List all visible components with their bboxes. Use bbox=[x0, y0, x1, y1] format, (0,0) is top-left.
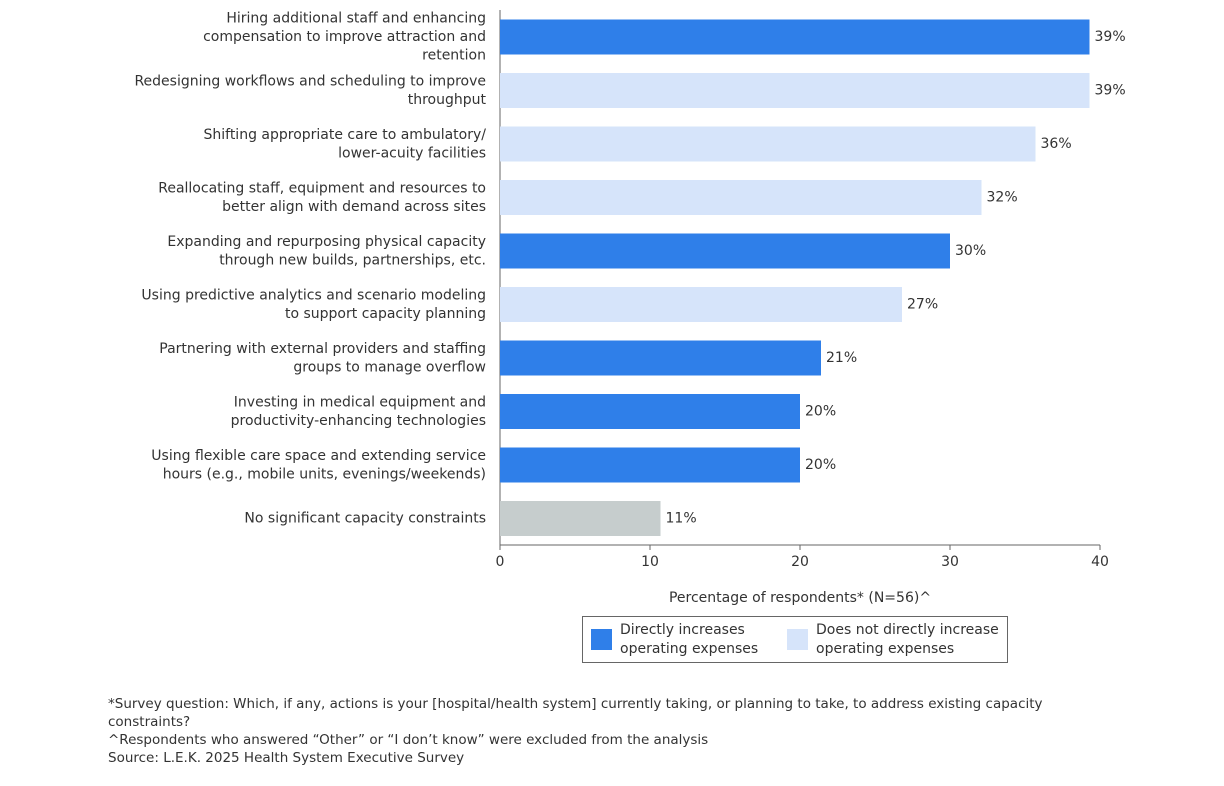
category-label-line: Reallocating staff, equipment and resour… bbox=[158, 180, 486, 196]
category-label-line: compensation to improve attraction and bbox=[203, 29, 486, 45]
x-tick-label: 0 bbox=[496, 554, 505, 570]
footnotes: *Survey question: Which, if any, actions… bbox=[108, 695, 1088, 767]
category-label-line: Using flexible care space and extending … bbox=[151, 448, 486, 464]
category-label-line: groups to manage overflow bbox=[293, 359, 486, 375]
category-label-line: to support capacity planning bbox=[285, 306, 486, 322]
category-label-line: Expanding and repurposing physical capac… bbox=[167, 234, 486, 250]
bar bbox=[500, 19, 1090, 55]
x-tick-label: 40 bbox=[1091, 554, 1109, 570]
category-label-line: hours (e.g., mobile units, evenings/week… bbox=[163, 466, 486, 482]
x-tick-label: 20 bbox=[791, 554, 809, 570]
value-label: 39% bbox=[1095, 29, 1126, 45]
bar bbox=[500, 501, 661, 536]
footnote: *Survey question: Which, if any, actions… bbox=[108, 696, 1043, 730]
category-label: Shifting appropriate care to ambulatory/… bbox=[203, 127, 486, 162]
category-label-line: Investing in medical equipment and bbox=[234, 394, 486, 410]
category-label-line: No significant capacity constraints bbox=[244, 511, 486, 527]
category-label: Partnering with external providers and s… bbox=[159, 341, 486, 376]
legend: Directly increases operating expenses Doe… bbox=[582, 616, 1008, 663]
bar bbox=[500, 447, 800, 483]
x-axis-title: Percentage of respondents* (N=56)^ bbox=[669, 590, 931, 606]
category-label: Using predictive analytics and scenario … bbox=[141, 287, 486, 322]
chart: Percentage of respondents* (N=56)^ 0 10 20… bbox=[134, 10, 1126, 606]
category-label-line: Partnering with external providers and s… bbox=[159, 341, 486, 357]
x-tick-label: 30 bbox=[941, 554, 959, 570]
category-label: Using flexible care space and extending … bbox=[151, 448, 486, 483]
value-label: 32% bbox=[987, 190, 1018, 206]
value-label: 20% bbox=[805, 457, 836, 473]
x-tick-label: 10 bbox=[641, 554, 659, 570]
legend-label: Does not directly increase operating exp… bbox=[816, 621, 999, 657]
value-label: 36% bbox=[1041, 136, 1072, 152]
bar bbox=[500, 180, 982, 215]
value-label: 11% bbox=[666, 511, 697, 527]
category-label-line: retention bbox=[422, 48, 486, 64]
category-label-line: lower-acuity facilities bbox=[338, 145, 486, 161]
category-label: No significant capacity constraints bbox=[244, 511, 486, 527]
category-label-line: productivity-enhancing technologies bbox=[231, 413, 486, 429]
footnote: ^Respondents who answered “Other” or “I … bbox=[108, 732, 709, 748]
category-label: Investing in medical equipment and produc… bbox=[231, 394, 486, 429]
category-label: Redesigning workflows and scheduling to … bbox=[134, 73, 486, 108]
category-label-line: better align with demand across sites bbox=[222, 199, 486, 215]
value-label: 20% bbox=[805, 404, 836, 420]
category-label: Reallocating staff, equipment and resour… bbox=[158, 180, 486, 215]
bar bbox=[500, 126, 1036, 162]
category-label-line: throughput bbox=[408, 92, 487, 108]
value-label: 30% bbox=[955, 243, 986, 259]
bar bbox=[500, 394, 800, 429]
category-label: Hiring additional staff and enhancing com… bbox=[203, 11, 486, 64]
category-label-line: Redesigning workflows and scheduling to … bbox=[134, 73, 486, 89]
value-label: 39% bbox=[1095, 83, 1126, 99]
legend-swatch bbox=[787, 629, 808, 650]
category-label-line: through new builds, partnerships, etc. bbox=[219, 252, 486, 268]
category-label-line: Hiring additional staff and enhancing bbox=[226, 11, 486, 27]
legend-label: Directly increases operating expenses bbox=[620, 621, 759, 657]
category-label-line: Shifting appropriate care to ambulatory/ bbox=[203, 127, 486, 143]
legend-swatch bbox=[591, 629, 612, 650]
bar bbox=[500, 287, 902, 322]
category-label-line: Using predictive analytics and scenario … bbox=[141, 287, 486, 303]
value-label: 27% bbox=[907, 297, 938, 313]
category-label: Expanding and repurposing physical capac… bbox=[167, 234, 486, 269]
legend-item: Does not directly increase operating exp… bbox=[779, 617, 1007, 662]
footnote: Source: L.E.K. 2025 Health System Execut… bbox=[108, 750, 465, 766]
legend-item: Directly increases operating expenses bbox=[583, 617, 779, 662]
bar bbox=[500, 73, 1090, 108]
bar bbox=[500, 233, 950, 269]
value-label: 21% bbox=[826, 350, 857, 366]
bar bbox=[500, 340, 821, 376]
